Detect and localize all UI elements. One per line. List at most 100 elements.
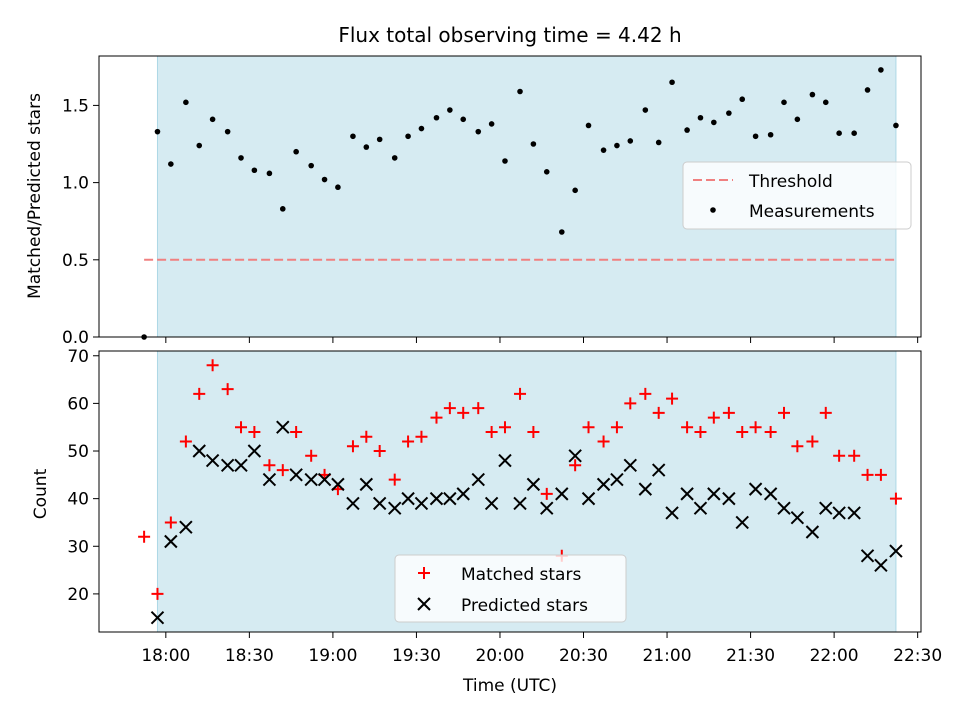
- predicted-star-marker: [832, 506, 846, 520]
- predicted-star-marker: [623, 458, 638, 473]
- predicted-star-marker: [484, 496, 499, 511]
- matched-star-marker: [778, 406, 790, 419]
- predicted-star-marker: [735, 515, 749, 530]
- predicted-star-marker: [568, 449, 582, 463]
- predicted-star-marker: [860, 549, 875, 563]
- predicted-star-marker: [247, 444, 262, 458]
- matched-legend-swatch: [418, 567, 430, 579]
- measurement-point: [684, 127, 690, 133]
- measurement-point: [209, 116, 216, 123]
- matched-star-marker: [514, 387, 527, 400]
- measurement-point: [781, 99, 787, 106]
- x-tick-label: 19:30: [392, 646, 441, 666]
- predicted-star-marker: [889, 544, 903, 558]
- predicted-star-marker: [790, 510, 805, 525]
- measurement-point: [752, 133, 759, 140]
- measurement-point: [585, 122, 592, 129]
- measurement-point: [335, 184, 341, 191]
- bottom-xlabel: Time (UTC): [462, 676, 557, 696]
- predicted-star-marker: [179, 520, 193, 534]
- top-legend: Threshold Measurements: [682, 161, 912, 230]
- predicted-star-marker: [429, 491, 444, 506]
- matched-star-marker: [610, 421, 623, 434]
- matched-star-marker: [346, 440, 359, 453]
- measurement-point: [308, 162, 314, 169]
- measurement-point: [739, 96, 746, 103]
- predicted-star-marker: [526, 477, 541, 492]
- measurement-point: [405, 133, 411, 140]
- matched-star-marker: [151, 587, 164, 600]
- matched-star-marker: [290, 425, 303, 438]
- measurement-point: [711, 119, 717, 126]
- y-tick-label: 50: [67, 442, 89, 462]
- x-tick-label: 18:30: [225, 646, 274, 666]
- threshold-legend-label: Threshold: [748, 172, 833, 192]
- measurement-point: [154, 128, 161, 135]
- measurement-point: [822, 99, 829, 106]
- x-tick-label: 19:00: [308, 646, 357, 666]
- x-tick-label: 18:00: [141, 646, 190, 666]
- matched-star-marker: [263, 459, 276, 472]
- predicted-star-marker: [680, 487, 694, 501]
- top-panel: 0.0 0.5 1.0 1.5 Matched/Predicted stars Thr…: [25, 55, 922, 348]
- top-ylabel: Matched/Predicted stars: [25, 93, 45, 299]
- matched-star-marker: [569, 459, 582, 472]
- bottom-axes-frame: [98, 350, 922, 633]
- matched-star-marker: [276, 464, 289, 477]
- measurement-point: [697, 114, 704, 121]
- measurement-point: [767, 131, 774, 138]
- measurement-point: [600, 147, 607, 153]
- measurement-point: [238, 155, 244, 161]
- measurement-point: [266, 170, 273, 177]
- matched-star-marker: [430, 411, 443, 424]
- x-tick-label: 20:30: [559, 646, 608, 666]
- matched-star-marker: [472, 402, 485, 415]
- y-tick-label: 0.0: [62, 328, 89, 348]
- predicted-star-marker: [388, 501, 402, 515]
- bottom-yticks: 20 30 40 50 60 70: [67, 347, 99, 605]
- measurement-point: [530, 141, 537, 147]
- predicted-star-marker: [372, 496, 387, 511]
- measurement-point: [391, 155, 398, 161]
- measurement-point: [183, 99, 189, 106]
- predicted-star-marker: [443, 491, 457, 506]
- predicted-star-marker: [513, 496, 527, 511]
- measurement-point: [517, 88, 523, 95]
- x-tick-label: 22:30: [893, 646, 942, 666]
- measurement-point: [196, 142, 203, 149]
- predicted-star-marker: [847, 506, 861, 520]
- predicted-star-marker: [234, 458, 248, 473]
- y-tick-label: 1.0: [62, 174, 89, 194]
- x-tick-label: 21:00: [643, 646, 692, 666]
- top-yticks: 0.0 0.5 1.0 1.5: [62, 96, 99, 348]
- measurement-point: [893, 122, 899, 129]
- matched-star-marker: [179, 435, 192, 448]
- measurements-legend-swatch: [710, 207, 716, 213]
- measurement-point: [726, 110, 732, 116]
- x-tick-label: 22:00: [810, 646, 859, 666]
- matched-star-marker: [415, 430, 428, 443]
- predicted-star-marker: [276, 420, 290, 434]
- predicted-star-marker: [289, 468, 303, 482]
- matched-star-marker: [819, 406, 832, 419]
- predicted-star-marker: [164, 534, 178, 549]
- predicted-star-marker: [359, 477, 374, 492]
- matched-star-marker: [582, 421, 595, 434]
- measurement-point: [543, 168, 550, 175]
- y-tick-label: 30: [67, 537, 89, 557]
- y-tick-label: 70: [67, 347, 89, 367]
- predicted-star-marker: [304, 472, 318, 487]
- matched-star-marker: [248, 425, 261, 438]
- measurement-point: [363, 144, 370, 150]
- matched-legend-label: Matched stars: [461, 565, 581, 585]
- matched-star-marker: [624, 397, 637, 410]
- y-tick-label: 60: [67, 394, 89, 414]
- matched-star-marker: [874, 468, 887, 481]
- y-tick-label: 20: [67, 585, 89, 605]
- predicted-star-marker: [610, 472, 624, 487]
- top-legend-box: [682, 161, 912, 230]
- chart-title: Flux total observing time = 4.42 h: [338, 23, 681, 47]
- predicted-star-marker: [456, 487, 470, 501]
- matched-star-marker: [736, 425, 749, 438]
